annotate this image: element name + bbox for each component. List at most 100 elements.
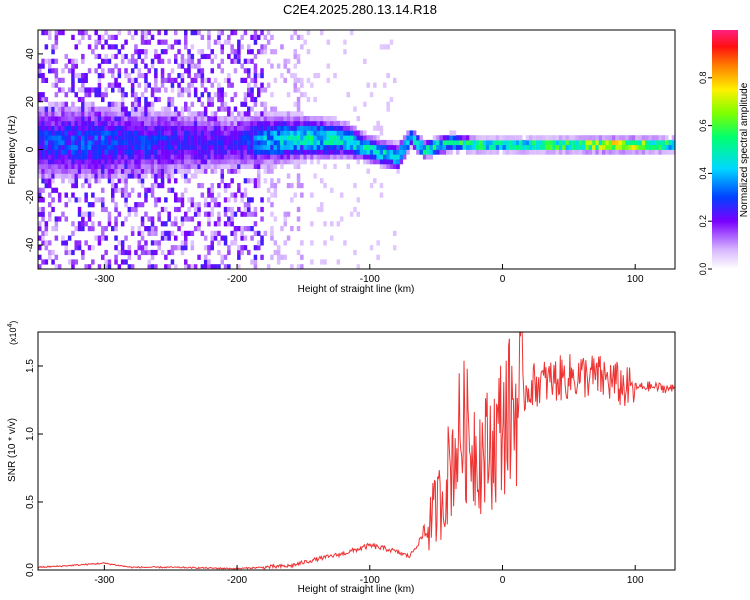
- heatmap-cell: [512, 149, 516, 155]
- heatmap-cell: [117, 264, 122, 269]
- heatmap-cell: [515, 139, 520, 146]
- heatmap-cell: [54, 130, 59, 136]
- heatmap-cell: [253, 144, 258, 150]
- heatmap-cell: [177, 92, 181, 98]
- heatmap-cell: [154, 116, 158, 122]
- heatmap-cell: [230, 135, 234, 141]
- heatmap-cell: [94, 116, 98, 122]
- heatmap-cell: [253, 149, 258, 155]
- heatmap-cell: [84, 135, 88, 141]
- heatmap-cell: [130, 77, 135, 83]
- heatmap-cell: [91, 159, 95, 165]
- heatmap-cell: [150, 168, 155, 174]
- heatmap-cell: [266, 120, 271, 126]
- heatmap-cell: [469, 149, 473, 155]
- heatmap-cell: [250, 178, 254, 184]
- heatmap-cell: [54, 235, 59, 241]
- heatmap-cell: [177, 159, 181, 165]
- heatmap-cell: [38, 235, 42, 241]
- heatmap-cell: [97, 240, 102, 246]
- heatmap-cell: [190, 130, 195, 136]
- heatmap-cell: [197, 125, 201, 131]
- heatmap-cell: [233, 163, 238, 169]
- heatmap-cell: [114, 168, 118, 174]
- heatmap-cell: [84, 178, 88, 184]
- heatmap-cell: [87, 139, 92, 146]
- heatmap-cell: [184, 264, 188, 269]
- heatmap-cell: [227, 77, 231, 83]
- heatmap-cell: [177, 49, 181, 55]
- heatmap-cell: [257, 111, 261, 117]
- heatmap-cell: [147, 264, 151, 269]
- heatmap-cell: [230, 211, 234, 217]
- heatmap-cell: [74, 168, 78, 174]
- heatmap-cell: [310, 192, 314, 198]
- heatmap-cell: [648, 144, 652, 150]
- heatmap-cell: [130, 34, 135, 40]
- heatmap-cell: [134, 206, 138, 213]
- heatmap-cell: [286, 92, 291, 98]
- heatmap-cell: [207, 249, 211, 256]
- heatmap-cell: [326, 139, 331, 146]
- heatmap-cell: [452, 130, 457, 136]
- heatmap-cell: [74, 139, 78, 146]
- heatmap-cell: [303, 116, 307, 122]
- heatmap-cell: [120, 96, 125, 103]
- heatmap-cell: [64, 249, 68, 256]
- heatmap-cell: [120, 178, 125, 184]
- heatmap-cell: [48, 178, 52, 184]
- heatmap-cell: [379, 159, 384, 165]
- heatmap-cell: [243, 211, 248, 217]
- heatmap-cell: [330, 135, 334, 141]
- heatmap-cell: [296, 87, 301, 93]
- heatmap-cell: [150, 226, 155, 232]
- heatmap-cell: [57, 87, 62, 93]
- heatmap-cell: [389, 144, 394, 150]
- heatmap-cell: [233, 192, 238, 198]
- heatmap-cell: [283, 63, 287, 69]
- heatmap-cell: [180, 125, 185, 131]
- heatmap-cell: [253, 53, 258, 60]
- heatmap-cell: [71, 77, 75, 83]
- heatmap-cell: [399, 149, 404, 155]
- heatmap-cell: [101, 226, 105, 232]
- heatmap-cell: [150, 249, 155, 256]
- heatmap-cell: [257, 178, 261, 184]
- heatmap-cell: [233, 144, 238, 150]
- heatmap-cell: [207, 130, 211, 136]
- heatmap-cell: [575, 135, 579, 141]
- heatmap-cell: [41, 125, 45, 131]
- heatmap-cell: [270, 183, 274, 189]
- heatmap-cell: [223, 235, 228, 241]
- heatmap-cell: [213, 135, 218, 141]
- heatmap-cell: [495, 144, 500, 150]
- heatmap-cell: [91, 202, 95, 208]
- heatmap-cell: [190, 116, 195, 122]
- heatmap-cell: [67, 178, 72, 184]
- heatmap-cell: [346, 135, 350, 141]
- heatmap-cell: [233, 168, 238, 174]
- heatmap-cell: [114, 183, 118, 189]
- heatmap-cell: [38, 163, 42, 169]
- heatmap-cell: [213, 92, 218, 98]
- heatmap-cell: [154, 77, 158, 83]
- heatmap-cell: [51, 173, 55, 179]
- heatmap-cell: [253, 206, 258, 213]
- heatmap-cell: [84, 130, 88, 136]
- heatmap-cell: [130, 159, 135, 165]
- heatmap-cell: [200, 159, 205, 165]
- heatmap-cell: [320, 120, 324, 126]
- heatmap-cell: [280, 130, 284, 136]
- heatmap-cell: [608, 135, 613, 141]
- heatmap-cell: [273, 154, 278, 160]
- heatmap-cell: [120, 187, 125, 193]
- heatmap-cell: [200, 139, 205, 146]
- heatmap-cell: [120, 120, 125, 126]
- heatmap-cell: [233, 116, 238, 122]
- heatmap-cell: [190, 173, 195, 179]
- heatmap-cell: [270, 49, 274, 55]
- heatmap-cell: [164, 163, 168, 169]
- heatmap-cell: [124, 139, 128, 146]
- x-tick-label: -300: [94, 575, 114, 586]
